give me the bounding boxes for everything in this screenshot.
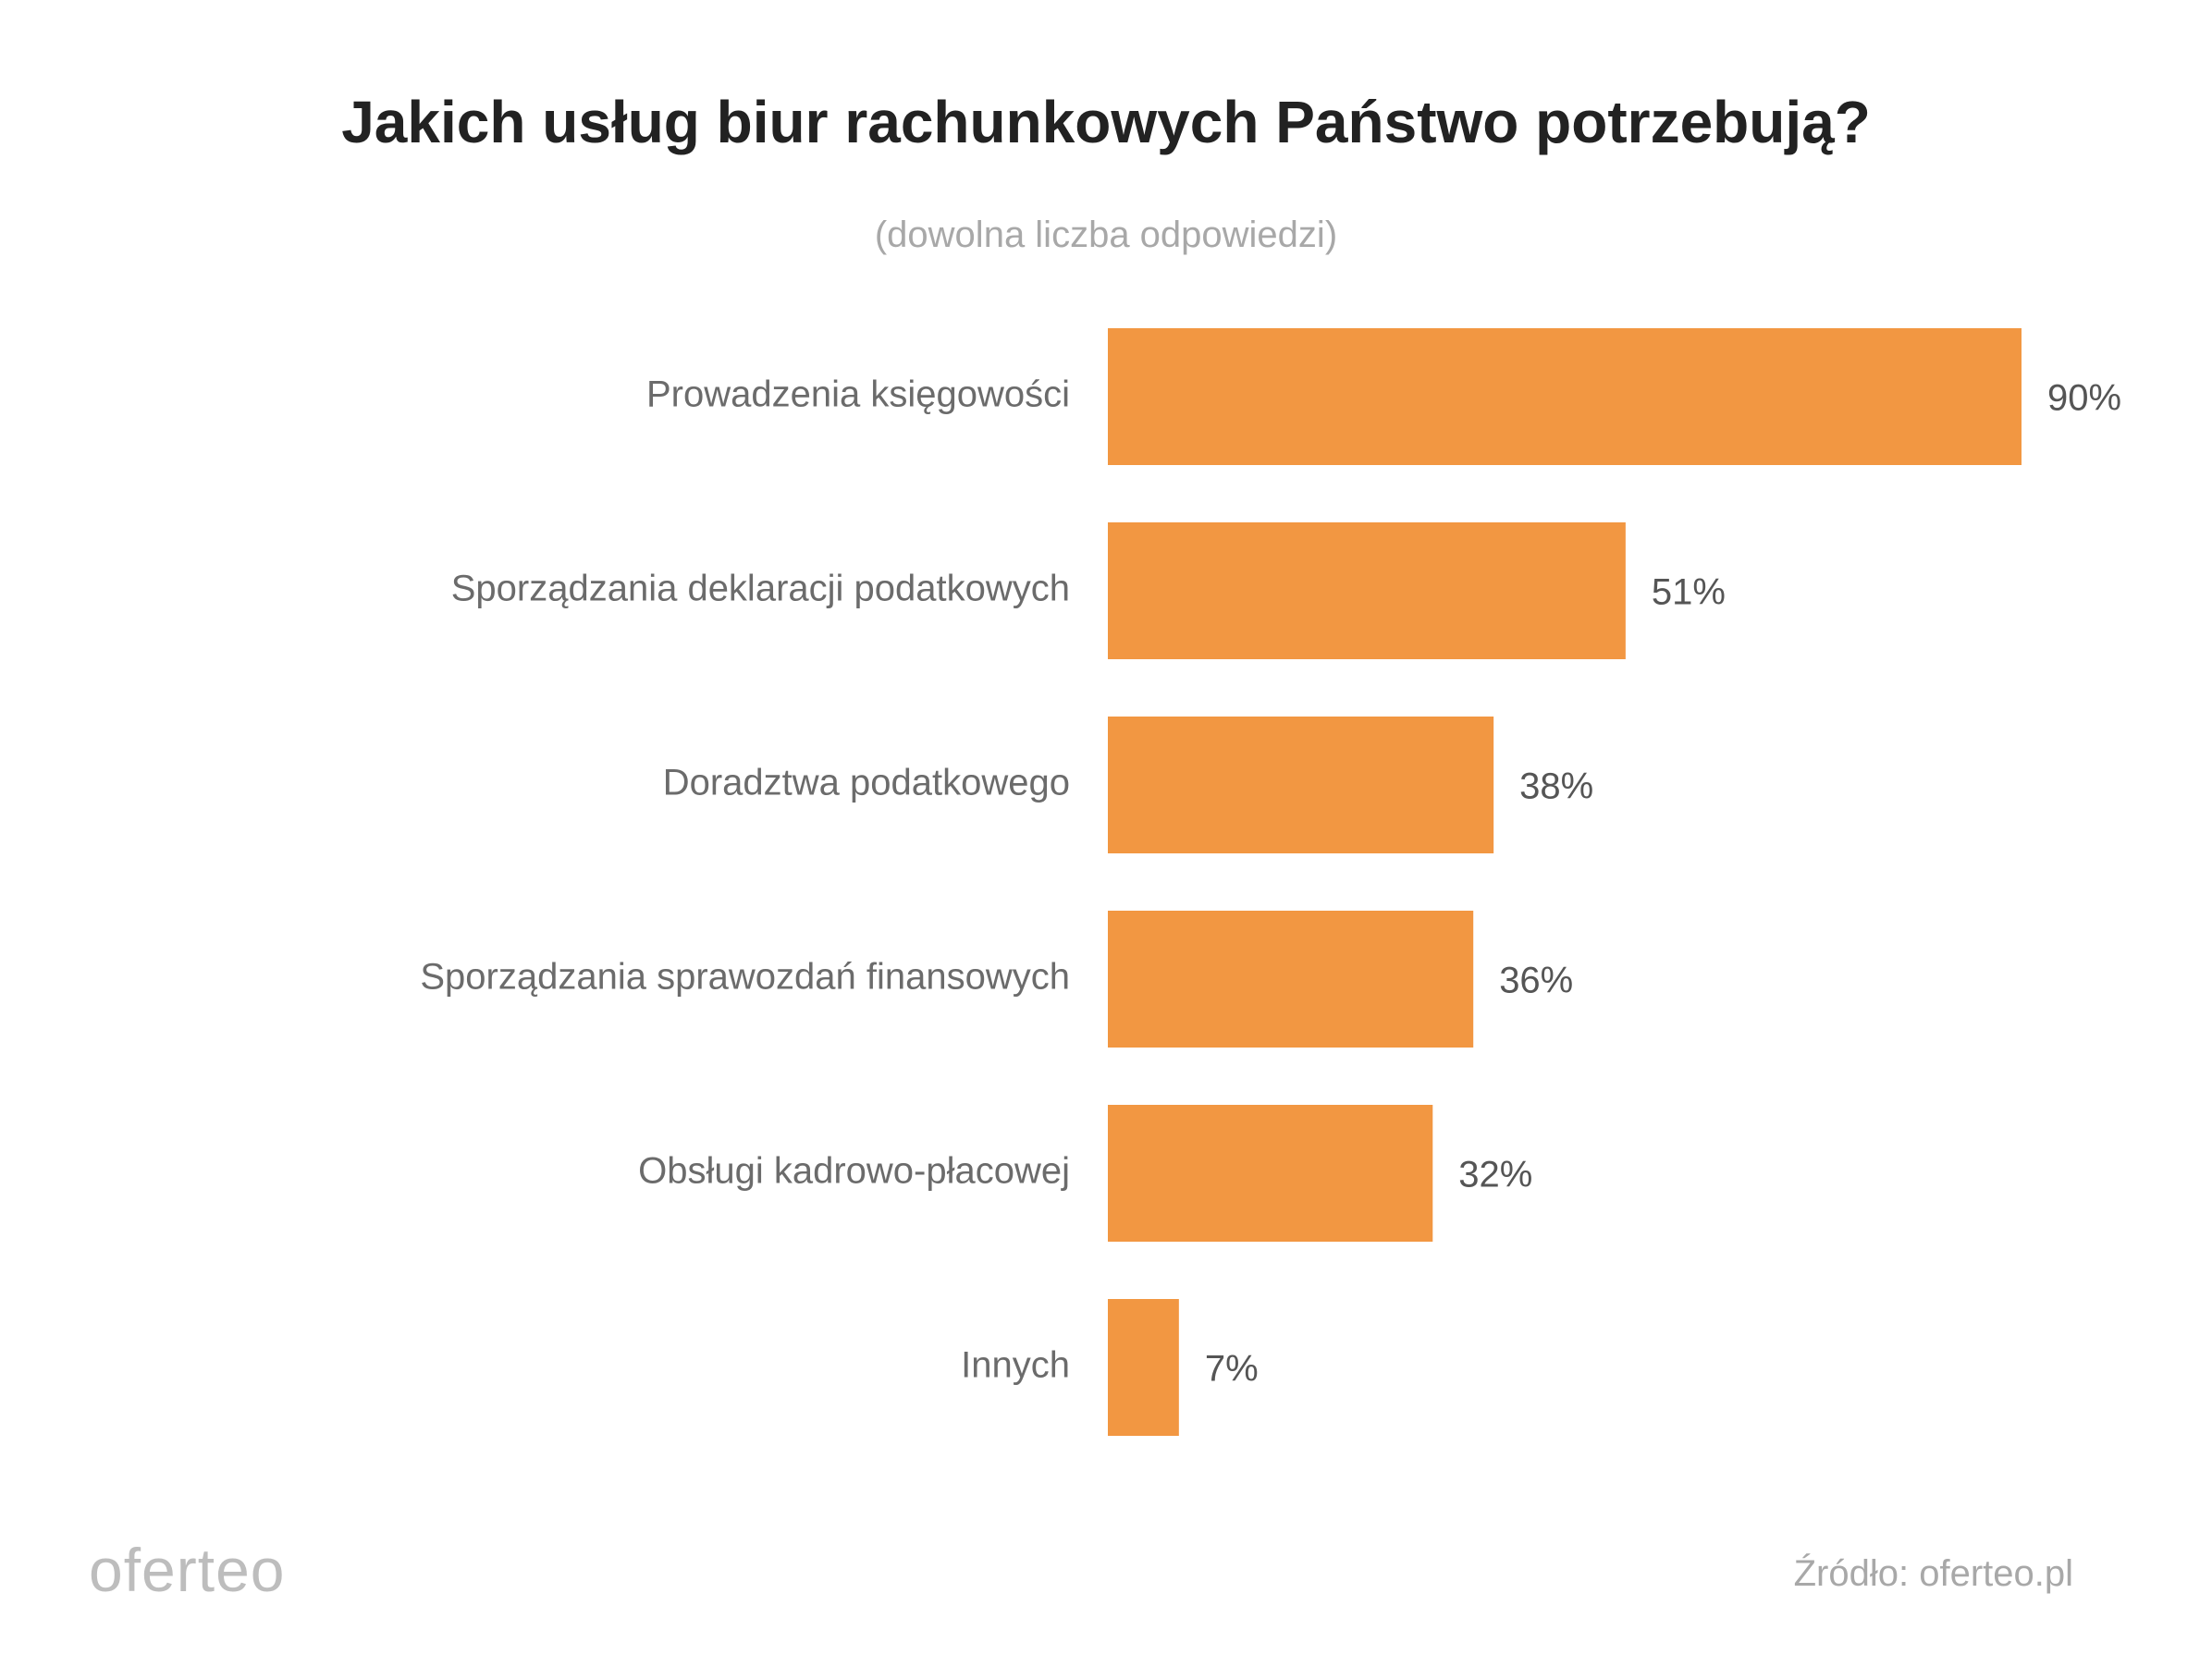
bar-1 bbox=[1108, 328, 2022, 465]
bar-5 bbox=[1108, 1105, 1433, 1242]
value-label-4: 36% bbox=[1499, 961, 1573, 1001]
category-label-2: Sporządzania deklaracji podatkowych bbox=[451, 569, 1070, 609]
bar-4 bbox=[1108, 911, 1474, 1048]
bar-3 bbox=[1108, 717, 1494, 853]
chart-title: Jakich usług biur rachunkowych Państwo p… bbox=[341, 89, 1871, 155]
chart-subtitle: (dowolna liczba odpowiedzi) bbox=[874, 214, 1338, 255]
value-label-6: 7% bbox=[1205, 1349, 1259, 1390]
category-label-6: Innych bbox=[961, 1345, 1070, 1386]
value-label-2: 51% bbox=[1652, 572, 1726, 613]
category-label-1: Prowadzenia księgowości bbox=[646, 374, 1070, 415]
value-label-3: 38% bbox=[1519, 766, 1593, 807]
value-label-1: 90% bbox=[2047, 378, 2121, 419]
category-label-5: Obsługi kadrowo-płacowej bbox=[638, 1151, 1070, 1192]
source-note: Źródło: oferteo.pl bbox=[1793, 1553, 2073, 1594]
bar-2 bbox=[1108, 522, 1626, 659]
value-label-5: 32% bbox=[1458, 1155, 1532, 1195]
category-label-3: Doradztwa podatkowego bbox=[663, 763, 1070, 803]
oferteo-logo: oferteo bbox=[89, 1536, 286, 1604]
bar-6 bbox=[1108, 1299, 1179, 1436]
category-label-4: Sporządzania sprawozdań finansowych bbox=[420, 957, 1070, 998]
